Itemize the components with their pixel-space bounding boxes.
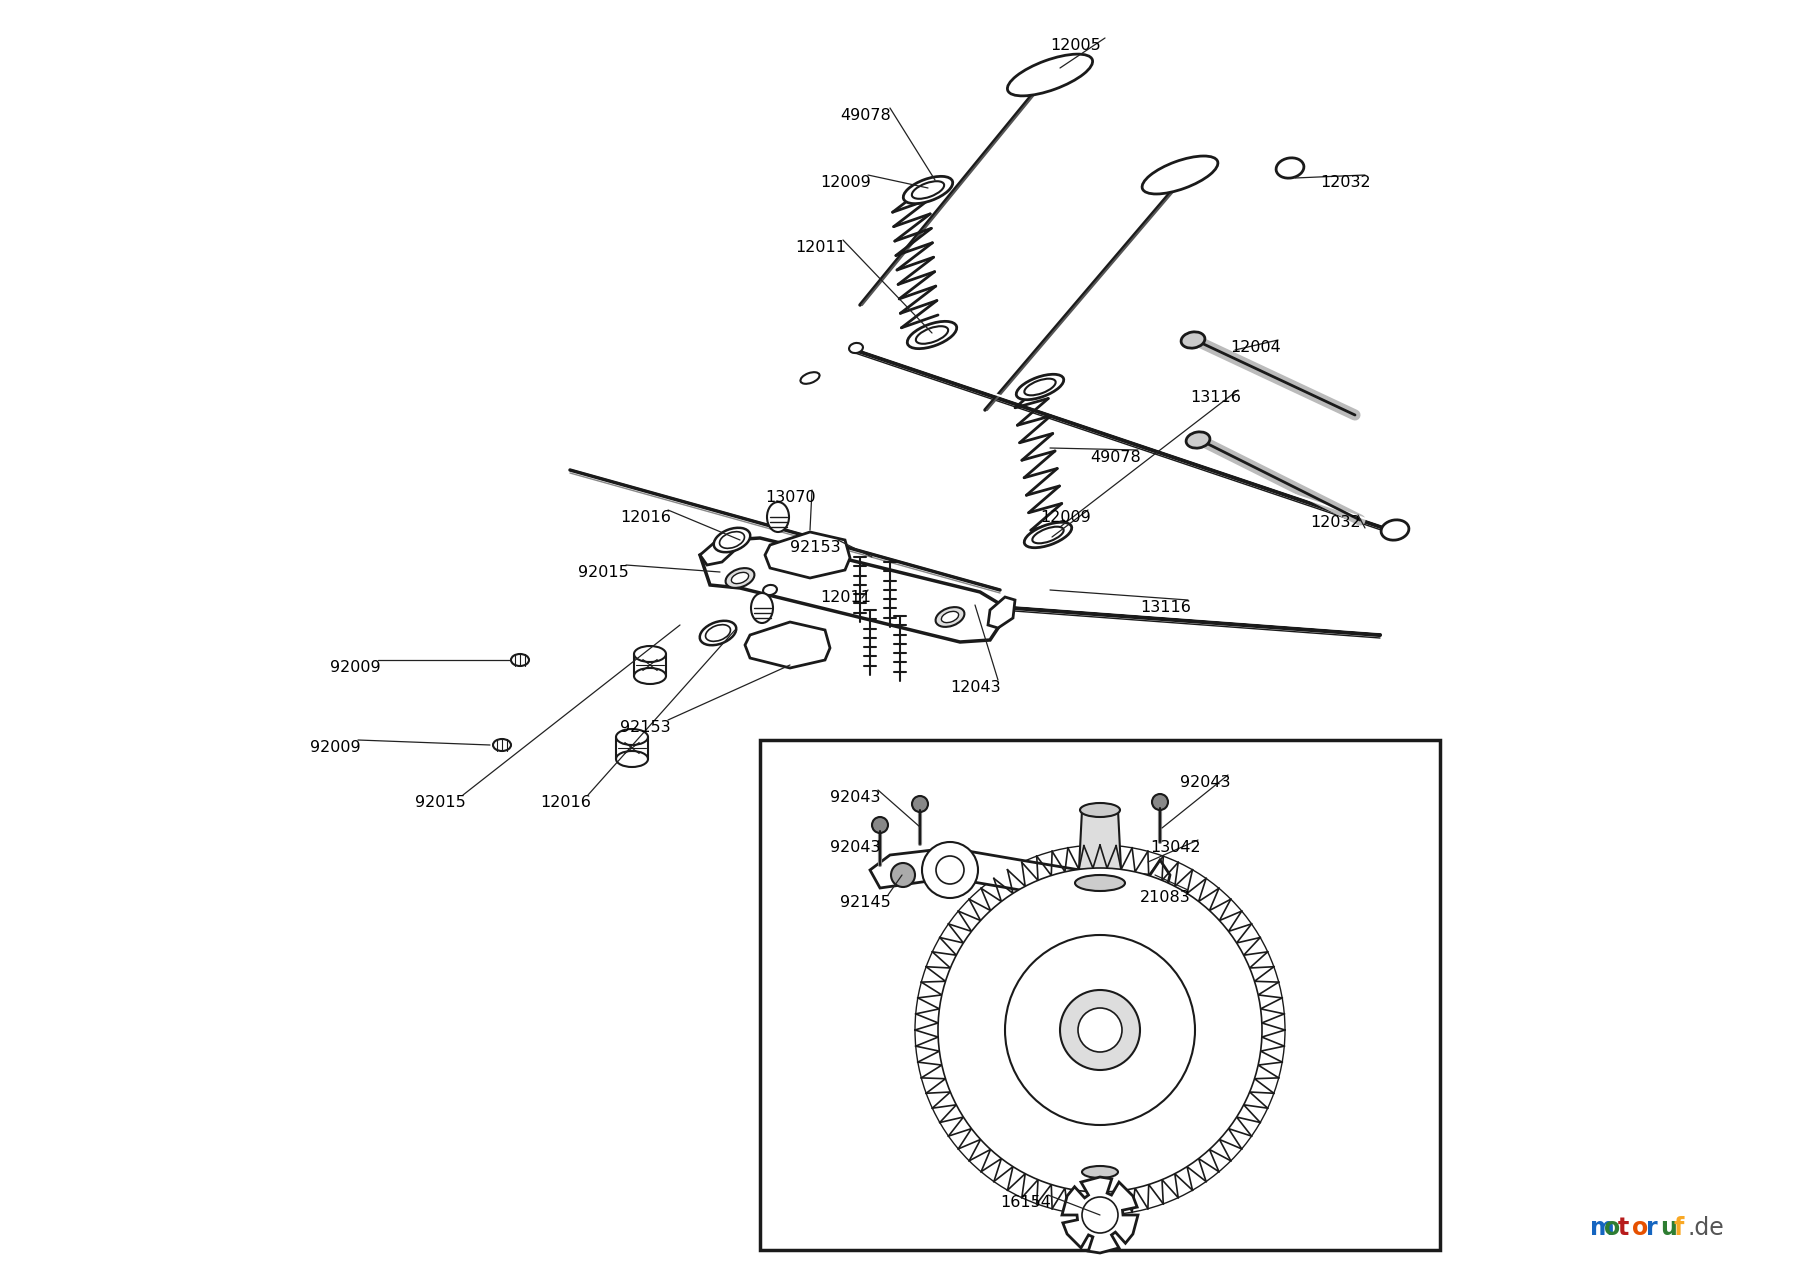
Ellipse shape	[634, 668, 666, 685]
Circle shape	[914, 845, 1285, 1215]
Ellipse shape	[706, 625, 731, 641]
Ellipse shape	[916, 326, 949, 344]
Circle shape	[891, 864, 914, 886]
Circle shape	[936, 856, 965, 884]
Text: 12009: 12009	[821, 175, 871, 190]
Circle shape	[1004, 935, 1195, 1125]
Ellipse shape	[1186, 432, 1210, 448]
Text: 13042: 13042	[1150, 839, 1201, 855]
Text: 92153: 92153	[619, 720, 671, 735]
Ellipse shape	[907, 321, 958, 349]
Text: 92009: 92009	[310, 740, 360, 754]
Text: f: f	[1674, 1215, 1685, 1240]
Polygon shape	[1062, 1177, 1138, 1253]
Ellipse shape	[1080, 803, 1120, 817]
Text: 92043: 92043	[1181, 775, 1231, 790]
Text: u: u	[1660, 1215, 1678, 1240]
Circle shape	[922, 842, 977, 898]
Polygon shape	[988, 597, 1015, 627]
Text: 92015: 92015	[578, 565, 628, 580]
Ellipse shape	[720, 532, 745, 549]
Polygon shape	[745, 622, 830, 668]
Circle shape	[1082, 1198, 1118, 1233]
Text: 12016: 12016	[540, 795, 590, 810]
Text: 12004: 12004	[1229, 340, 1282, 356]
Polygon shape	[1078, 810, 1121, 888]
Ellipse shape	[1033, 527, 1064, 544]
Ellipse shape	[941, 611, 959, 622]
Ellipse shape	[715, 528, 751, 552]
Text: 49078: 49078	[1091, 450, 1141, 465]
Circle shape	[913, 796, 929, 812]
Text: 13116: 13116	[1190, 390, 1240, 405]
Text: 12016: 12016	[619, 511, 671, 525]
Text: 92145: 92145	[841, 895, 891, 911]
Text: 92009: 92009	[329, 660, 380, 674]
Polygon shape	[1082, 1172, 1118, 1185]
Ellipse shape	[1017, 375, 1064, 400]
Text: 16154: 16154	[1001, 1195, 1051, 1210]
Text: 12011: 12011	[796, 240, 846, 255]
Text: 21083: 21083	[1139, 890, 1192, 906]
Text: 49078: 49078	[841, 108, 891, 123]
Ellipse shape	[913, 182, 945, 199]
Polygon shape	[869, 848, 1170, 906]
Polygon shape	[700, 538, 1010, 643]
Text: 12032: 12032	[1310, 516, 1361, 530]
Ellipse shape	[616, 751, 648, 767]
Ellipse shape	[1024, 378, 1055, 395]
Text: 13116: 13116	[1139, 599, 1192, 615]
Text: 12032: 12032	[1319, 175, 1370, 190]
Text: 92043: 92043	[830, 790, 880, 805]
Circle shape	[1078, 1008, 1121, 1052]
Bar	[760, 740, 1440, 1250]
Text: t: t	[1618, 1215, 1629, 1240]
Ellipse shape	[850, 343, 862, 353]
Polygon shape	[765, 532, 850, 578]
Text: 12043: 12043	[950, 679, 1001, 695]
Ellipse shape	[1082, 1166, 1118, 1179]
Ellipse shape	[801, 372, 819, 384]
Ellipse shape	[634, 646, 666, 662]
Text: 92153: 92153	[790, 540, 841, 555]
Text: 12005: 12005	[1049, 38, 1102, 53]
Ellipse shape	[1143, 156, 1219, 194]
Ellipse shape	[725, 568, 754, 588]
Text: 12011: 12011	[821, 591, 871, 605]
Ellipse shape	[1024, 522, 1071, 547]
Ellipse shape	[904, 177, 952, 203]
Ellipse shape	[1075, 875, 1125, 892]
Ellipse shape	[1276, 157, 1303, 178]
Ellipse shape	[767, 502, 788, 532]
Ellipse shape	[1181, 331, 1204, 348]
Circle shape	[1060, 991, 1139, 1071]
Text: 92043: 92043	[830, 839, 880, 855]
Ellipse shape	[700, 621, 736, 645]
Polygon shape	[700, 540, 734, 565]
Ellipse shape	[1381, 519, 1409, 540]
Ellipse shape	[751, 593, 772, 624]
Text: m: m	[1589, 1215, 1615, 1240]
Ellipse shape	[616, 729, 648, 745]
Text: 13070: 13070	[765, 490, 815, 505]
Text: .de: .de	[1688, 1215, 1724, 1240]
Text: o: o	[1604, 1215, 1620, 1240]
Ellipse shape	[936, 607, 965, 627]
Ellipse shape	[493, 739, 511, 751]
Text: 12009: 12009	[1040, 511, 1091, 525]
Circle shape	[1152, 794, 1168, 810]
Ellipse shape	[731, 573, 749, 584]
Circle shape	[871, 817, 887, 833]
Ellipse shape	[1008, 55, 1093, 95]
Text: o: o	[1633, 1215, 1649, 1240]
Ellipse shape	[511, 654, 529, 665]
Circle shape	[938, 867, 1262, 1193]
Text: r: r	[1645, 1215, 1658, 1240]
Ellipse shape	[763, 585, 778, 596]
Text: 92015: 92015	[416, 795, 466, 810]
